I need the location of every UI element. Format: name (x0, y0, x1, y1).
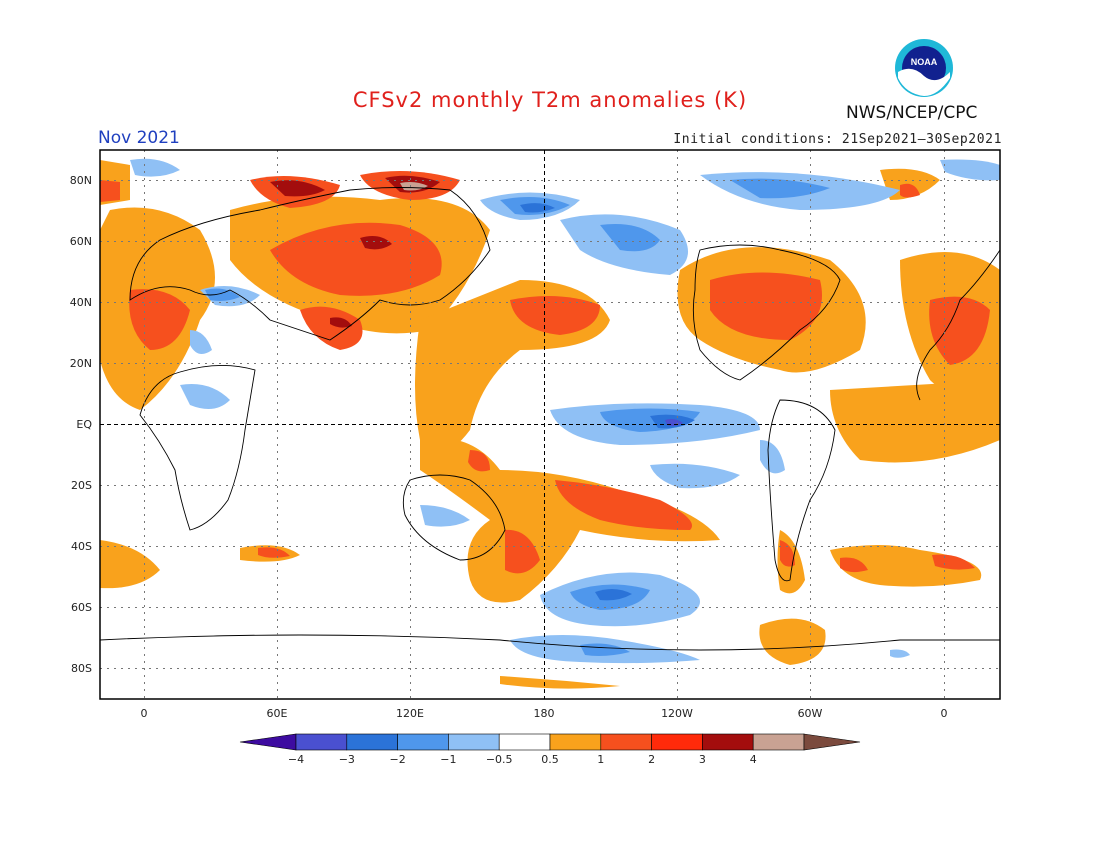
colorbar-arrow-high (803, 733, 861, 751)
colorbar-arrow-low (239, 733, 297, 751)
colorbar-swatch (346, 733, 398, 751)
lat-label-20s: 20S (71, 479, 92, 492)
anomaly-shading (100, 158, 1000, 689)
colorbar-tick-label: −4 (288, 753, 304, 766)
colorbar-tick-label: 0.5 (541, 753, 559, 766)
map-frame (99, 149, 1001, 700)
lat-label-20n: 20N (70, 357, 92, 370)
lat-label-80n: 80N (70, 174, 92, 187)
colorbar-tick-label: −2 (389, 753, 405, 766)
lon-label-0-west: 0 (141, 707, 148, 720)
colorbar-tick-label: 2 (648, 753, 655, 766)
colorbar-tick-label: −1 (440, 753, 456, 766)
lon-label-180: 180 (534, 707, 555, 720)
lon-label-60w: 60W (798, 707, 823, 720)
lat-label-40n: 40N (70, 296, 92, 309)
colorbar-tick-label: −3 (339, 753, 355, 766)
colorbar-tick-label: 1 (597, 753, 604, 766)
lat-label-40s: 40S (71, 540, 92, 553)
colorbar: −4 −3 −2 −1 −0.5 0.5 1 2 3 4 (239, 733, 861, 766)
valid-month-label: Nov 2021 (98, 128, 180, 148)
colorbar-tick-label: −0.5 (486, 753, 513, 766)
colorbar-swatch (448, 733, 500, 751)
colorbar-swatch (295, 733, 348, 751)
initial-conditions-label: Initial conditions: 21Sep2021–30Sep2021 (673, 132, 1002, 147)
colorbar-swatch (600, 733, 652, 751)
lat-label-60n: 60N (70, 235, 92, 248)
graticule (100, 150, 1000, 699)
lat-label-eq: EQ (76, 418, 92, 431)
colorbar-swatch (651, 733, 703, 751)
colorbar-tick-label: 4 (750, 753, 757, 766)
lon-label-120e: 120E (396, 707, 424, 720)
colorbar-swatch (549, 733, 602, 751)
colorbar-swatch (397, 733, 449, 751)
colorbar-swatch (498, 733, 551, 751)
lon-label-120w: 120W (661, 707, 693, 720)
noaa-logo-text: NOAA (911, 57, 938, 67)
lat-label-80s: 80S (71, 662, 92, 675)
chart-title: CFSv2 monthly T2m anomalies (K) (352, 88, 748, 112)
reference-lines (100, 150, 1000, 699)
lat-label-60s: 60S (71, 601, 92, 614)
agency-label: NWS/NCEP/CPC (846, 103, 978, 123)
lon-label-0-east: 0 (941, 707, 948, 720)
colorbar-swatch (752, 733, 805, 751)
lon-label-60e: 60E (267, 707, 288, 720)
colorbar-swatch (702, 733, 754, 751)
colorbar-tick-label: 3 (699, 753, 706, 766)
noaa-logo: NOAA (894, 38, 954, 102)
